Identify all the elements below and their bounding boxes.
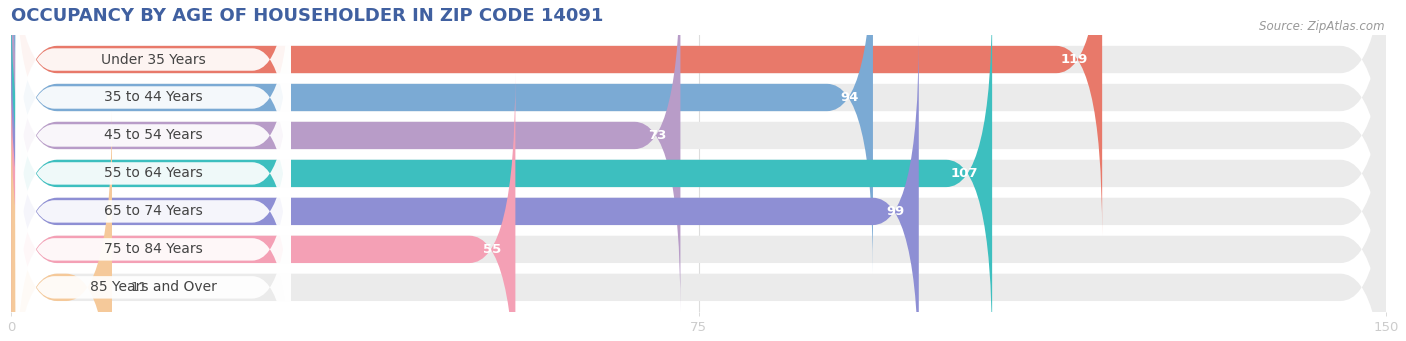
FancyBboxPatch shape	[11, 111, 112, 341]
Text: 107: 107	[950, 167, 979, 180]
FancyBboxPatch shape	[11, 73, 1386, 341]
Text: 55: 55	[484, 243, 502, 256]
Text: Under 35 Years: Under 35 Years	[101, 53, 205, 66]
Text: 11: 11	[131, 281, 148, 294]
Text: 55 to 64 Years: 55 to 64 Years	[104, 166, 202, 180]
FancyBboxPatch shape	[11, 111, 1386, 341]
FancyBboxPatch shape	[11, 0, 873, 274]
Text: 73: 73	[648, 129, 666, 142]
FancyBboxPatch shape	[11, 35, 1386, 341]
FancyBboxPatch shape	[11, 0, 1102, 236]
FancyBboxPatch shape	[15, 0, 291, 208]
FancyBboxPatch shape	[15, 63, 291, 341]
Text: Source: ZipAtlas.com: Source: ZipAtlas.com	[1260, 20, 1385, 33]
FancyBboxPatch shape	[11, 0, 681, 312]
FancyBboxPatch shape	[15, 0, 291, 246]
Text: 85 Years and Over: 85 Years and Over	[90, 280, 217, 294]
Text: 35 to 44 Years: 35 to 44 Years	[104, 90, 202, 104]
Text: 65 to 74 Years: 65 to 74 Years	[104, 204, 202, 218]
FancyBboxPatch shape	[15, 25, 291, 322]
FancyBboxPatch shape	[11, 0, 1386, 341]
FancyBboxPatch shape	[11, 73, 516, 341]
Text: 94: 94	[841, 91, 859, 104]
Text: 75 to 84 Years: 75 to 84 Years	[104, 242, 202, 256]
Text: 99: 99	[887, 205, 905, 218]
FancyBboxPatch shape	[15, 0, 291, 284]
FancyBboxPatch shape	[11, 0, 993, 341]
FancyBboxPatch shape	[11, 0, 1386, 312]
FancyBboxPatch shape	[15, 101, 291, 341]
FancyBboxPatch shape	[11, 0, 1386, 236]
FancyBboxPatch shape	[11, 35, 918, 341]
FancyBboxPatch shape	[11, 0, 1386, 274]
Text: OCCUPANCY BY AGE OF HOUSEHOLDER IN ZIP CODE 14091: OCCUPANCY BY AGE OF HOUSEHOLDER IN ZIP C…	[11, 7, 603, 25]
Text: 119: 119	[1062, 53, 1088, 66]
FancyBboxPatch shape	[15, 139, 291, 341]
Text: 45 to 54 Years: 45 to 54 Years	[104, 129, 202, 143]
